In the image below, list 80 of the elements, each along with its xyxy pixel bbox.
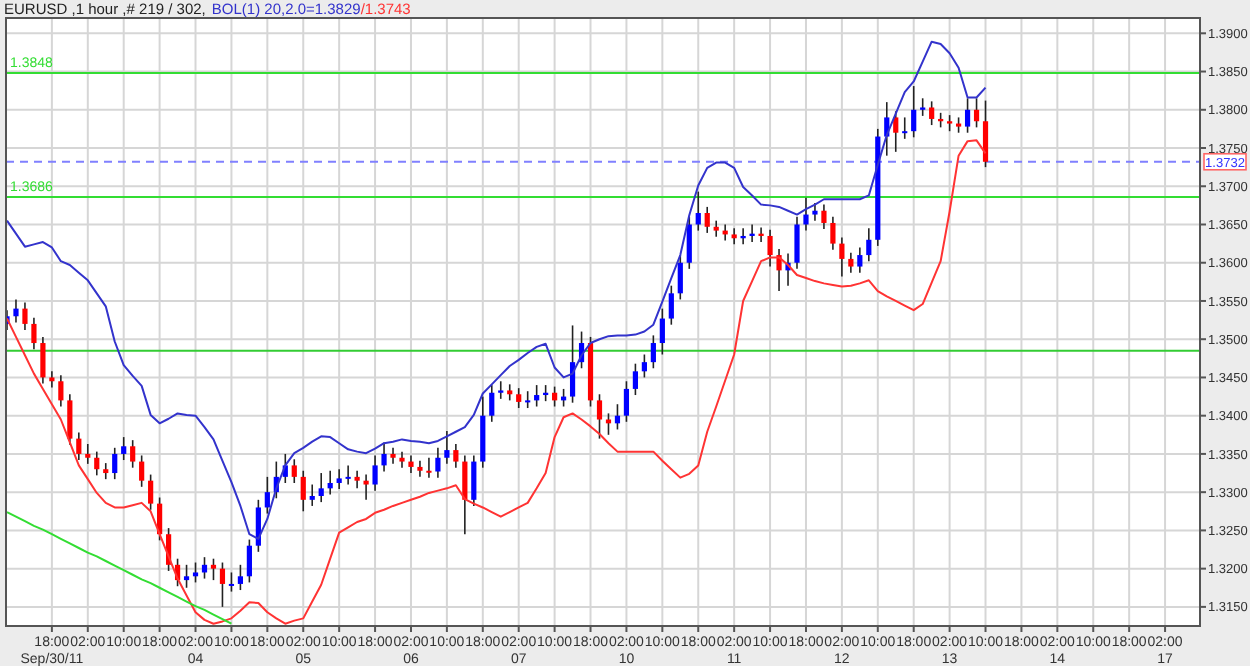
- candlestick: [264, 476, 270, 515]
- candlestick: [192, 561, 199, 584]
- candlestick: [435, 447, 441, 479]
- candlestick: [219, 561, 226, 608]
- candlestick: [318, 472, 324, 503]
- candlestick: [112, 447, 118, 480]
- candlestick: [300, 469, 306, 513]
- candlestick: [641, 353, 647, 379]
- candlestick: [237, 564, 244, 591]
- candlestick: [210, 557, 217, 581]
- candlestick: [695, 190, 701, 232]
- candlestick: [686, 216, 692, 270]
- candlestick: [40, 336, 46, 385]
- candlestick: [183, 564, 190, 589]
- candlestick: [866, 227, 872, 262]
- candlestick: [291, 458, 297, 484]
- candlestick: [31, 316, 37, 350]
- candlestick: [22, 301, 28, 331]
- candlestick: [596, 393, 603, 440]
- candlestick: [76, 431, 82, 461]
- candlestick: [139, 454, 145, 488]
- candlestick: [767, 229, 773, 268]
- candlestick: [668, 284, 674, 326]
- candlestick: [776, 248, 782, 292]
- candlestick: [902, 116, 908, 140]
- candlestick: [408, 454, 414, 474]
- candlestick: [453, 443, 459, 469]
- candlestick: [345, 464, 351, 486]
- candlestick: [803, 196, 809, 232]
- candlestick: [731, 227, 737, 246]
- candlestick: [67, 393, 73, 446]
- line-series: [6, 511, 233, 625]
- candlestick: [507, 383, 513, 402]
- candlestick: [982, 99, 989, 168]
- candlestick: [399, 450, 405, 469]
- candlestick: [929, 100, 935, 126]
- candlestick: [848, 251, 854, 274]
- candlestick: [704, 206, 710, 234]
- candlestick: [893, 110, 899, 153]
- candlestick: [309, 483, 315, 507]
- candlestick: [426, 456, 432, 479]
- candlestick: [489, 384, 495, 423]
- candlestick: [857, 246, 863, 274]
- candlestick: [417, 460, 423, 478]
- candlestick: [911, 85, 917, 139]
- candlestick: [13, 298, 19, 324]
- candlestick: [821, 203, 827, 230]
- candlestick: [659, 307, 665, 356]
- candlestick: [121, 436, 127, 461]
- candlestick: [471, 454, 477, 507]
- candlestick: [354, 469, 360, 490]
- candlestick: [228, 571, 235, 593]
- candlestick: [758, 226, 764, 243]
- candlestick: [148, 473, 154, 511]
- candlestick: [130, 439, 136, 469]
- candlestick: [839, 236, 845, 278]
- candlestick: [103, 462, 109, 480]
- candlestick: [964, 97, 971, 134]
- candlestick: [58, 374, 64, 408]
- candlestick: [372, 454, 378, 492]
- candlestick: [336, 468, 342, 490]
- candlestick: [381, 441, 387, 473]
- candlestick: [498, 380, 504, 400]
- candlestick: [246, 538, 252, 584]
- candlestick: [677, 254, 683, 301]
- candlestick: [632, 362, 639, 396]
- candlestick: [794, 216, 800, 270]
- candlestick: [49, 370, 55, 389]
- candlestick: [94, 450, 100, 477]
- candlestick: [480, 395, 486, 469]
- candlestick: [713, 219, 719, 238]
- candlestick: [390, 447, 396, 465]
- candlestick: [623, 380, 630, 423]
- candlestick: [973, 97, 980, 129]
- candlestick: [85, 443, 91, 465]
- candlestick: [363, 473, 369, 501]
- candlestick: [830, 216, 836, 251]
- candlestick: [650, 334, 656, 370]
- candlestick: [444, 430, 450, 465]
- candlestick: [516, 387, 522, 409]
